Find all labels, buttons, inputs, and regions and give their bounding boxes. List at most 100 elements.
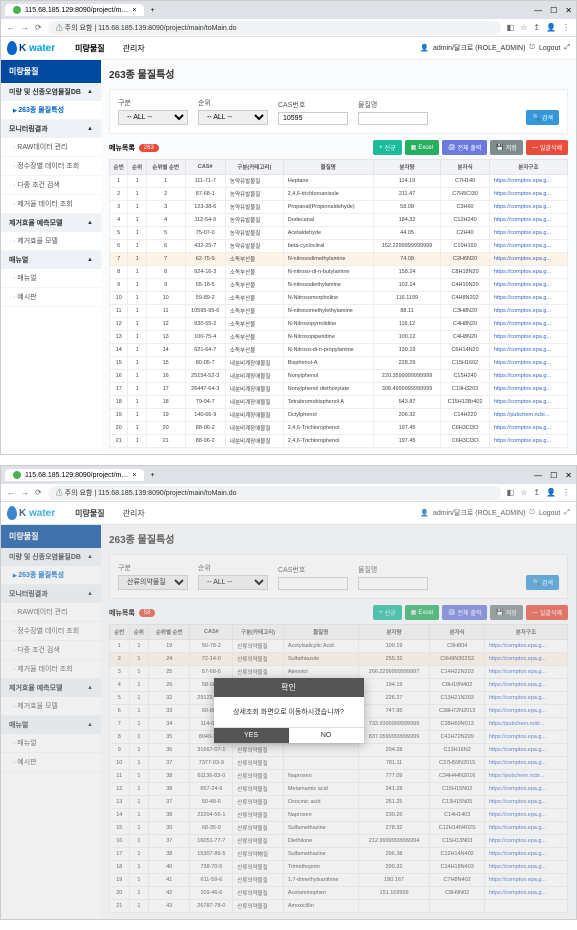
table-row[interactable]: 1811879-94-7내분비계장애물질Tetrabromobisphenol … bbox=[110, 396, 568, 409]
excel-button[interactable]: ▦ Excel bbox=[405, 140, 439, 155]
table-row[interactable]: 2112188-06-2내분비계장애물질2,4,6-Trichloropheno… bbox=[110, 435, 568, 448]
browser-tab[interactable]: 115.68.185.129:8090/project/m… × bbox=[5, 469, 144, 481]
table-row[interactable]: 1011059-89-2소독부산물N-Nitrosomorpholine116.… bbox=[110, 292, 568, 305]
table-row[interactable]: 21287-68-1농약유발물질2,4,6-trichloroanisole21… bbox=[110, 188, 568, 201]
table-row[interactable]: 14114621-64-7소독부산물N-Nitroso-di-n-propyla… bbox=[110, 344, 568, 357]
sidebar-item-263[interactable]: 263종 물질특성 bbox=[1, 101, 101, 120]
sidebar-sec-model[interactable]: 제거효율 예측모델 bbox=[1, 214, 101, 232]
table-row[interactable]: 1111110595-95-6소독부산물N-nitrosomethylethyl… bbox=[110, 305, 568, 318]
window-min-icon[interactable]: — bbox=[534, 6, 542, 15]
tab-close-icon[interactable]: × bbox=[132, 472, 136, 479]
logout-icon[interactable]: ⎋ bbox=[529, 44, 535, 52]
table-row[interactable]: 313123-38-6농약유발물질Propanal(Propionaldehyd… bbox=[110, 201, 568, 214]
table-row[interactable]: 2012088-06-2내분비계장애물질2,4,6-Trichloropheno… bbox=[110, 422, 568, 435]
table-row[interactable]: 111111-71-7농약유발물질Heptane114.19C7H140http… bbox=[110, 175, 568, 188]
save-button[interactable]: 💾 저장 bbox=[490, 140, 523, 155]
grid-col-header[interactable]: 구분(카테고리) bbox=[225, 160, 283, 175]
grid-cell: https://comptox.epa.g... bbox=[489, 175, 567, 188]
grid-cell: 59-89-2 bbox=[185, 292, 225, 305]
filter-gubun-select[interactable]: -- ALL -- bbox=[118, 110, 188, 125]
tab-close-icon[interactable]: × bbox=[132, 7, 136, 14]
expand-icon[interactable]: ⤢ bbox=[564, 44, 570, 52]
url-input[interactable]: ⚠ 주의 요함 | 115.68.185.139:8090/project/ma… bbox=[48, 21, 501, 35]
cast-icon[interactable]: ↥ bbox=[533, 23, 540, 32]
window-max-icon[interactable]: ☐ bbox=[550, 6, 557, 15]
sidebar-item-manual[interactable]: 매뉴얼 bbox=[1, 269, 101, 288]
sidebar-sec-monitoring[interactable]: 모니터링결과 bbox=[1, 120, 101, 138]
back-icon[interactable]: ← bbox=[7, 488, 15, 497]
filter-name-input[interactable] bbox=[358, 112, 428, 125]
reload-icon[interactable]: ⟳ bbox=[35, 488, 42, 497]
modal-no-button[interactable]: NO bbox=[289, 728, 364, 743]
table-row[interactable]: 91955-18-5소독부산물N-nitrosodiethylamine102.… bbox=[110, 279, 568, 292]
new-tab-icon[interactable]: + bbox=[150, 472, 154, 479]
sidebar-item-raw[interactable]: RAW데이터 관리 bbox=[1, 138, 101, 157]
table-row[interactable]: 12112930-55-2소독부산물N-Nitrosopyrrolidine11… bbox=[110, 318, 568, 331]
sidebar-sec-db[interactable]: 미량 및 신종오염물질DB bbox=[1, 83, 101, 101]
security-warning-icon: ⚠ bbox=[56, 25, 63, 32]
grid-cell: 930-55-2 bbox=[185, 318, 225, 331]
menu-icon[interactable]: ⋮ bbox=[562, 23, 570, 32]
table-row[interactable]: 71762-75-9소독부산물N-nitrosodimethylamine74.… bbox=[110, 253, 568, 266]
menu-icon[interactable]: ⋮ bbox=[562, 488, 570, 497]
nav-item-admin[interactable]: 관리자 bbox=[123, 43, 145, 54]
sidebar-item-example[interactable]: 예시판 bbox=[1, 288, 101, 307]
confirm-modal: 확인 상세조회 화면으로 이동하시겠습니까? YES NO bbox=[214, 678, 364, 743]
table-row[interactable]: 414112-54-9농약유발물질Dodecanal184.32C12H240h… bbox=[110, 214, 568, 227]
table-row[interactable]: 19119140-66-9내분비계장애물질Octylphenol206.32C1… bbox=[110, 409, 568, 422]
star-icon[interactable]: ☆ bbox=[520, 488, 527, 497]
logo[interactable]: K water bbox=[7, 41, 55, 55]
forward-icon[interactable]: → bbox=[21, 488, 29, 497]
grid-col-header[interactable]: 순위 bbox=[128, 160, 146, 175]
grid-cell: 140-66-9 bbox=[185, 409, 225, 422]
grid-cell: https://comptox.epa.g... bbox=[489, 201, 567, 214]
grid-col-header[interactable]: 순위별 순번 bbox=[146, 160, 185, 175]
grid-col-header[interactable]: 분자량 bbox=[373, 160, 441, 175]
new-tab-icon[interactable]: + bbox=[150, 7, 154, 14]
back-icon[interactable]: ← bbox=[7, 23, 15, 32]
table-row[interactable]: 818924-16-3소독부산물N-nitroso-di-n-butylamin… bbox=[110, 266, 568, 279]
window-max-icon[interactable]: ☐ bbox=[550, 471, 557, 480]
url-input[interactable]: ⚠ 주의 요함 | 115.68.185.139:8090/project/ma… bbox=[48, 486, 501, 500]
browser-tab[interactable]: 115.68.185.129:8090/project/m… × bbox=[5, 4, 144, 16]
grid-cell: 1 bbox=[128, 266, 146, 279]
ext-icon[interactable]: ◧ bbox=[507, 488, 515, 497]
sidebar-sec-manual[interactable]: 매뉴얼 bbox=[1, 251, 101, 269]
sidebar-item-removal[interactable]: 제거율 데이터 조회 bbox=[1, 195, 101, 214]
ext-icon[interactable]: ◧ bbox=[507, 23, 515, 32]
table-row[interactable]: 1511580-05-7내분비계장애물질Bisphenol-A228.29C15… bbox=[110, 357, 568, 370]
sidebar-item-plant[interactable]: 정수장별 데이터 조회 bbox=[1, 157, 101, 176]
grid-col-header[interactable]: 분자식 bbox=[441, 160, 490, 175]
user-icon[interactable]: 👤 bbox=[546, 488, 556, 497]
sidebar-item-model[interactable]: 제거효율 모델 bbox=[1, 232, 101, 251]
window-close-icon[interactable]: ✕ bbox=[565, 471, 572, 480]
table-row[interactable]: 13113100-75-4소독부산물N-Nitrosopiperidine100… bbox=[110, 331, 568, 344]
nav-item-mulyang[interactable]: 미량물질 bbox=[75, 43, 104, 54]
reload-icon[interactable]: ⟳ bbox=[35, 23, 42, 32]
grid-col-header[interactable]: 물질명 bbox=[283, 160, 373, 175]
table-row[interactable]: 616432-25-7농약유발물질beta-cyclocitral152.229… bbox=[110, 240, 568, 253]
new-button[interactable]: + 신규 bbox=[373, 140, 402, 155]
modal-yes-button[interactable]: YES bbox=[214, 728, 289, 743]
window-min-icon[interactable]: — bbox=[534, 471, 542, 480]
print-button[interactable]: 🖨 전체 출력 bbox=[442, 140, 487, 155]
cast-icon[interactable]: ↥ bbox=[533, 488, 540, 497]
sidebar-item-multi[interactable]: 다중 조건 검색 bbox=[1, 176, 101, 195]
search-button[interactable]: 🔍 검색 bbox=[526, 110, 559, 125]
grid-cell: 내분비계장애물질 bbox=[225, 396, 283, 409]
logout-link[interactable]: Logout bbox=[539, 45, 560, 52]
window-close-icon[interactable]: ✕ bbox=[565, 6, 572, 15]
filter-cas-input[interactable] bbox=[278, 112, 348, 125]
table-row[interactable]: 1711726447-64-3내분비계장애물질Nonylphenol dieth… bbox=[110, 383, 568, 396]
delete-button[interactable]: — 일괄삭제 bbox=[526, 140, 568, 155]
grid-col-header[interactable]: 분자구조 bbox=[489, 160, 567, 175]
table-row[interactable]: 1611625154-52-3내분비계장애물질Nonylphenol220.35… bbox=[110, 370, 568, 383]
table-row[interactable]: 51575-07-0농약유발물질Acetaldehyde44.05C2H40ht… bbox=[110, 227, 568, 240]
star-icon[interactable]: ☆ bbox=[520, 23, 527, 32]
grid-cell: https://comptox.epa.g... bbox=[489, 344, 567, 357]
forward-icon[interactable]: → bbox=[21, 23, 29, 32]
grid-col-header[interactable]: 순번 bbox=[110, 160, 128, 175]
user-icon[interactable]: 👤 bbox=[546, 23, 556, 32]
filter-rank-select[interactable]: -- ALL -- bbox=[198, 110, 268, 125]
grid-col-header[interactable]: CAS# bbox=[185, 160, 225, 175]
